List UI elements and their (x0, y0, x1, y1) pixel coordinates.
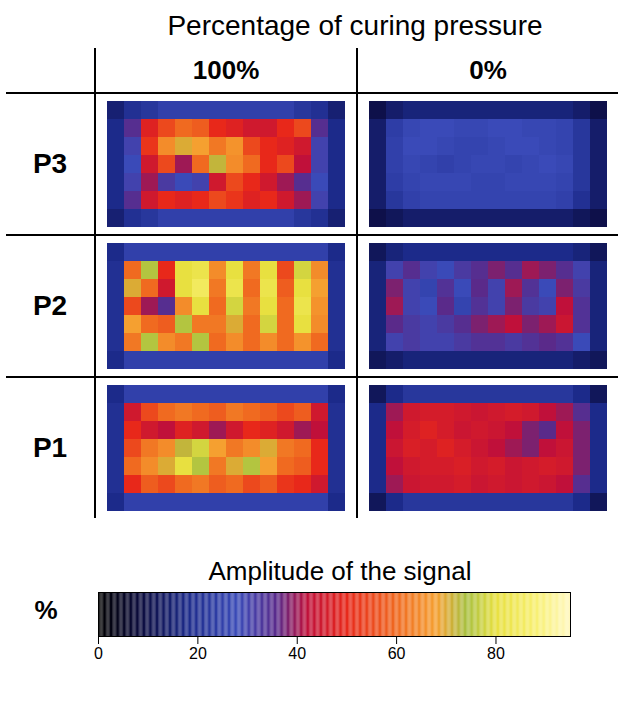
svg-text:80: 80 (487, 645, 505, 662)
html-text:100%: 100% (192, 55, 260, 85)
html-text:Amplitude of the signal: Amplitude of the signal (208, 556, 472, 586)
html-text:P3: P3 (32, 148, 68, 179)
svg-text:0: 0 (94, 645, 103, 662)
svg-text:20: 20 (189, 645, 207, 662)
svg-text:40: 40 (288, 645, 306, 662)
html-text:Percentage of curing pressure: Percentage of curing pressure (167, 10, 543, 41)
html-text:0%: 0% (469, 55, 507, 85)
svg-text:60: 60 (388, 645, 406, 662)
html-text:P1: P1 (32, 432, 68, 463)
html-text:P2: P2 (32, 290, 68, 321)
